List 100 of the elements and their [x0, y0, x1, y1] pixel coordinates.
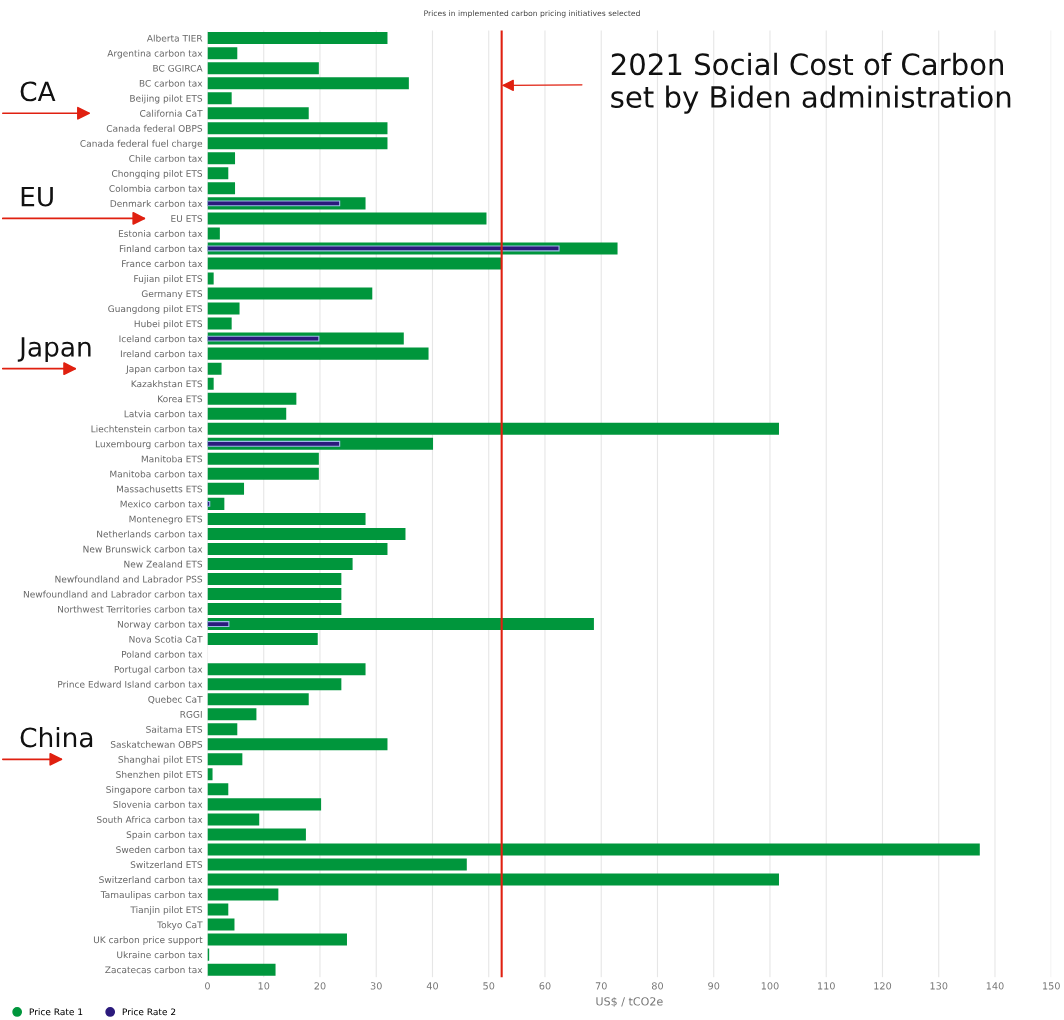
bar — [207, 440, 341, 447]
x-tick-label: 120 — [874, 982, 892, 990]
bar — [207, 828, 306, 841]
bar — [207, 482, 245, 495]
bar — [207, 557, 353, 570]
y-tick-label: Denmark carbon tax — [110, 199, 203, 207]
x-tick-label: 140 — [986, 982, 1004, 990]
y-tick-label: Northwest Territories carbon tax — [58, 605, 203, 613]
bar — [207, 663, 366, 676]
bar — [207, 212, 487, 225]
bar — [207, 588, 342, 601]
bar — [207, 753, 243, 766]
y-tick-label: Manitoba ETS — [141, 455, 203, 463]
text: Japan — [17, 337, 91, 362]
bar — [207, 708, 257, 721]
y-tick-label: Liechtenstein carbon tax — [91, 425, 203, 433]
y-tick-label: Norway carbon tax — [117, 620, 203, 630]
y-tick-label: UK carbon price support — [93, 936, 203, 945]
bar — [207, 603, 342, 616]
y-tick-label: BC GGIRCA — [153, 64, 203, 72]
bar — [207, 272, 214, 285]
y-tick-label: Argentina carbon tax — [107, 49, 203, 59]
bar — [207, 527, 406, 540]
y-tick-label: Shanghai pilot ETS — [118, 755, 203, 765]
y-tick-label: South Africa carbon tax — [97, 815, 203, 823]
bar — [207, 621, 230, 628]
y-tick-label: Saskatchewan OBPS — [110, 740, 203, 748]
x-tick-label: 50 — [483, 982, 495, 990]
bar — [207, 257, 502, 270]
bar — [207, 933, 347, 946]
bar — [207, 47, 238, 60]
bar — [207, 467, 319, 480]
y-tick-label: Quebec CaT — [148, 695, 203, 704]
x-tick-label: 90 — [708, 982, 720, 990]
y-tick-label: Portugal carbon tax — [114, 665, 203, 675]
bar — [207, 678, 342, 691]
y-tick-label: Japan carbon tax — [125, 365, 203, 374]
bar — [207, 618, 594, 631]
bar — [207, 317, 232, 330]
bar — [207, 347, 429, 360]
bar — [207, 200, 341, 207]
y-tick-label: France carbon tax — [122, 260, 203, 268]
y-tick-label: Canada federal OBPS — [106, 124, 203, 132]
bar — [207, 512, 366, 525]
bar — [207, 572, 342, 586]
bar — [207, 32, 388, 45]
y-tick-label: Massachusetts ETS — [116, 485, 203, 493]
y-tick-label: Fujian pilot ETS — [134, 275, 203, 284]
bar — [207, 107, 309, 120]
y-tick-label: Colombia carbon tax — [109, 184, 203, 192]
y-tick-label: Kazakhstan ETS — [131, 380, 203, 388]
y-tick-label: Prince Edward Island carbon tax — [58, 680, 203, 688]
bar — [207, 873, 779, 886]
y-tick-label: Finland carbon tax — [119, 245, 203, 253]
y-tick-label: Chongqing pilot ETS — [111, 169, 203, 179]
y-tick-label: Singapore carbon tax — [106, 785, 203, 795]
bar — [207, 843, 980, 856]
x-tick-label: 60 — [539, 982, 551, 990]
x-tick-label: 0 — [205, 982, 210, 990]
y-tick-label: Slovenia carbon tax — [113, 800, 203, 808]
y-tick-label: Tianjin pilot ETS — [130, 906, 203, 915]
y-tick-label: Tamaulipas carbon tax — [100, 891, 203, 900]
y-tick-label: Chile carbon tax — [129, 154, 203, 162]
bar — [207, 497, 225, 510]
bar — [207, 407, 287, 420]
x-tick-label: 30 — [370, 982, 382, 990]
y-tick-label: New Brunswick carbon tax — [83, 545, 203, 553]
x-tick-label: 70 — [595, 982, 607, 990]
bar — [207, 62, 319, 75]
text: CA — [20, 81, 56, 102]
y-tick-label: Ukraine carbon tax — [117, 951, 203, 959]
y-tick-label: Sweden carbon tax — [116, 846, 203, 854]
y-tick-label: Canada federal fuel charge — [80, 139, 203, 149]
bar — [207, 92, 232, 105]
y-tick-label: RGGI — [180, 710, 202, 718]
y-tick-label: Alberta TIER — [146, 34, 203, 42]
y-tick-label: Beijing pilot ETS — [130, 94, 203, 104]
bar — [207, 302, 240, 315]
x-tick-label: 40 — [426, 982, 439, 990]
bar — [207, 152, 236, 165]
bar — [207, 227, 220, 240]
bar — [207, 918, 235, 931]
y-tick-label: Switzerland carbon tax — [99, 876, 203, 884]
x-tick-label: 100 — [761, 982, 779, 990]
y-tick-label: Germany ETS — [141, 290, 203, 299]
bar — [207, 182, 236, 195]
y-tick-label: Montenegro ETS — [129, 515, 203, 525]
bar — [207, 888, 279, 901]
legend-label: Price Rate 1 — [29, 1008, 83, 1016]
bar — [207, 903, 229, 916]
y-tick-label: Korea ETS — [158, 395, 203, 403]
bar — [207, 813, 260, 826]
y-tick-label: California CaT — [140, 109, 203, 117]
x-tick-label: 110 — [818, 982, 835, 990]
bar — [207, 392, 297, 405]
bar — [207, 122, 388, 135]
y-tick-label: Newfoundland and Labrador carbon tax — [23, 590, 203, 598]
y-tick-label: Switzerland ETS — [130, 861, 203, 869]
bar — [207, 768, 213, 781]
bar — [207, 287, 373, 300]
